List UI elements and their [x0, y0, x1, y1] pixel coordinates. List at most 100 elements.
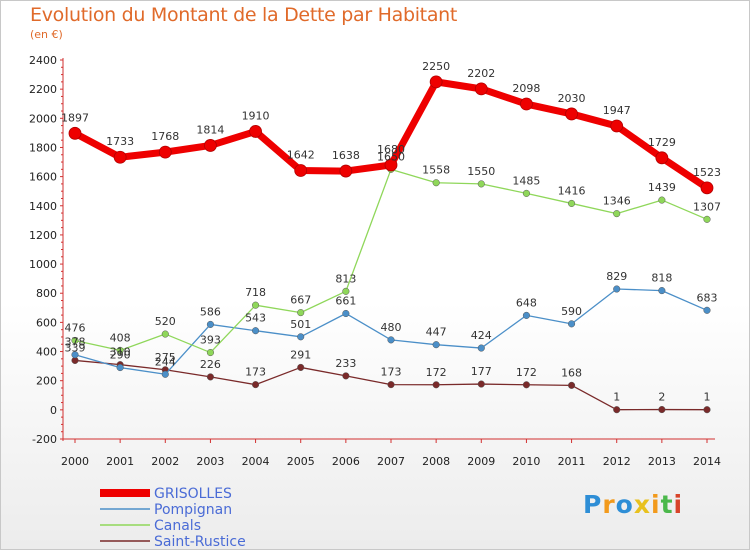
data-label: 2 — [658, 391, 665, 404]
data-point — [613, 210, 621, 218]
x-tick-label: 2007 — [377, 455, 405, 468]
data-point — [387, 336, 395, 344]
data-label: 378 — [65, 336, 86, 349]
y-tick-label: 2200 — [29, 83, 57, 96]
data-label: 520 — [155, 315, 176, 328]
data-label: 1650 — [377, 150, 405, 163]
legend-label: GRISOLLES — [154, 486, 232, 502]
data-label: 818 — [651, 272, 672, 285]
data-label: 586 — [200, 305, 221, 318]
data-point — [249, 125, 262, 138]
data-label: 1307 — [693, 200, 721, 213]
x-tick-label: 2000 — [61, 455, 89, 468]
data-label: 1523 — [693, 166, 721, 179]
data-point — [568, 320, 576, 328]
data-point — [252, 327, 260, 335]
data-label: 233 — [335, 357, 356, 370]
data-point — [384, 158, 398, 172]
x-tick-label: 2002 — [151, 455, 179, 468]
data-point — [474, 82, 488, 96]
data-label: 173 — [381, 366, 402, 379]
x-tick-label: 2011 — [558, 455, 586, 468]
data-label: 177 — [471, 365, 492, 378]
x-tick-label: 2009 — [467, 455, 495, 468]
data-label: 1485 — [512, 174, 540, 187]
data-label: 2030 — [558, 92, 586, 105]
data-point — [522, 189, 530, 197]
data-label: 667 — [290, 294, 311, 307]
data-point — [432, 381, 440, 389]
y-tick-label: 2000 — [29, 112, 57, 125]
data-point — [568, 381, 576, 389]
chart-subtitle: (en €) — [30, 28, 63, 41]
data-point — [161, 370, 169, 378]
data-label: 2202 — [467, 67, 495, 80]
data-point — [658, 406, 666, 414]
data-label: 1814 — [196, 123, 224, 136]
data-point — [522, 311, 530, 319]
data-label: 1729 — [648, 136, 676, 149]
data-point — [432, 341, 440, 349]
data-label: 1 — [613, 391, 620, 404]
data-label: 168 — [561, 366, 582, 379]
data-point — [206, 349, 214, 357]
data-label: 661 — [335, 294, 356, 307]
data-label: 501 — [290, 318, 311, 331]
data-label: 1642 — [287, 148, 315, 161]
data-label: 275 — [155, 351, 176, 364]
x-tick-label: 2012 — [603, 455, 631, 468]
y-tick-label: 2400 — [29, 54, 57, 67]
y-tick-label: 400 — [36, 346, 57, 359]
y-tick-label: -200 — [32, 433, 57, 446]
x-tick-label: 2001 — [106, 455, 134, 468]
data-point — [613, 285, 621, 293]
legend-label: Canals — [154, 518, 201, 534]
legend-item-pompignan: Pompignan — [100, 502, 232, 518]
data-label: 476 — [65, 321, 86, 334]
data-point — [610, 119, 624, 133]
data-point — [342, 287, 350, 295]
x-tick-label: 2014 — [693, 455, 721, 468]
data-point — [658, 196, 666, 204]
data-label: 226 — [200, 358, 221, 371]
logo-letter: o — [615, 490, 634, 519]
data-label: 173 — [245, 366, 266, 379]
y-tick-label: 800 — [36, 287, 57, 300]
x-tick-label: 2010 — [512, 455, 540, 468]
data-point — [703, 406, 711, 414]
data-point — [387, 381, 395, 389]
data-label: 1910 — [242, 109, 270, 122]
data-label: 813 — [335, 272, 356, 285]
data-point — [658, 287, 666, 295]
data-label: 393 — [200, 334, 221, 347]
data-label: 1416 — [558, 184, 586, 197]
data-point — [158, 145, 172, 159]
logo-letter: P — [583, 490, 603, 519]
data-label: 480 — [381, 321, 402, 334]
data-point — [613, 406, 621, 414]
data-point — [342, 309, 350, 318]
y-tick-label: 1600 — [29, 171, 57, 184]
data-point — [700, 181, 714, 195]
data-label: 590 — [561, 305, 582, 318]
x-tick-label: 2006 — [332, 455, 360, 468]
data-label: 291 — [290, 348, 311, 361]
x-tick-label: 2013 — [648, 455, 676, 468]
data-label: 290 — [110, 349, 131, 362]
data-label: 1680 — [377, 143, 405, 156]
data-point — [477, 180, 485, 188]
data-point — [565, 107, 578, 121]
logo-letter: i — [673, 490, 684, 519]
data-label: 1346 — [603, 195, 631, 208]
data-point — [342, 372, 350, 380]
data-label: 683 — [697, 291, 718, 304]
legend-item-canals: Canals — [100, 518, 201, 534]
x-tick-label: 2004 — [242, 455, 270, 468]
data-point — [161, 330, 169, 338]
data-point — [113, 150, 127, 164]
data-point — [703, 306, 711, 314]
legend-item-saint-rustice: Saint-Rustice — [100, 534, 246, 550]
y-tick-label: 200 — [36, 375, 57, 388]
y-tick-label: 600 — [36, 316, 57, 329]
